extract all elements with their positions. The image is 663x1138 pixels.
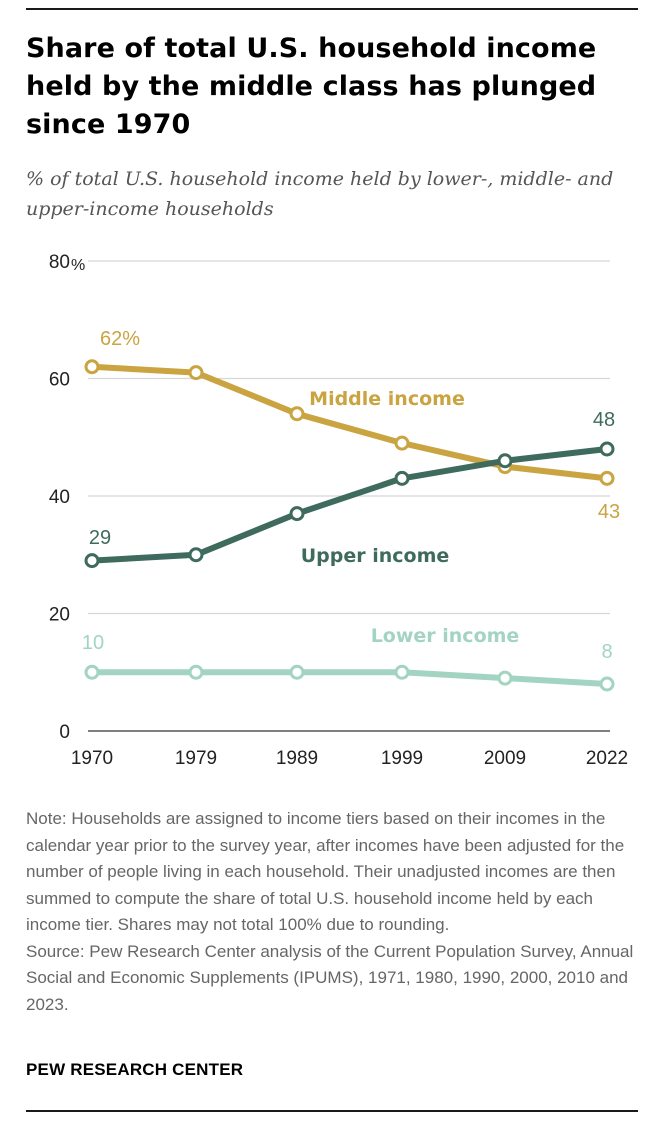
data-point [394,470,410,486]
x-tick-label: 1979 [175,748,217,769]
data-point [84,553,100,569]
data-point [289,664,305,680]
chart-title: Share of total U.S. household income hel… [26,33,597,140]
x-tick-label: 1999 [381,748,423,769]
series-lines [84,359,615,692]
data-point [599,676,615,692]
line-chart: 0 20 40 60 80% 1970 1979 1989 1999 2009 2022 Midd… [49,252,628,769]
start-value-label: 62% [100,328,140,350]
x-tick-label: 2009 [484,748,526,769]
start-value-label: 29 [89,527,111,549]
x-axis-ticks: 1970 1979 1989 1999 2009 2022 [71,748,628,769]
data-point [188,664,204,680]
series-name-label: Middle income [309,388,465,410]
data-point [599,470,615,486]
data-labels: Middle income Upper income Lower income 62%… [82,328,620,663]
series-name-label: Lower income [371,625,520,647]
note-text: Note: Households are assigned to income … [26,809,625,934]
y-tick-label: 40 [49,487,70,508]
bottom-rule [26,1110,638,1112]
data-point [394,435,410,451]
y-unit-label: % [71,257,85,274]
end-value-label: 8 [601,641,612,663]
x-tick-label: 2022 [586,748,628,769]
data-point [188,547,204,563]
data-point [394,664,410,680]
end-value-label: 43 [598,501,620,523]
series-line-middle-income [89,363,610,482]
data-point [84,664,100,680]
chart-note: Note: Households are assigned to income … [26,806,646,1018]
y-tick-label: 0 [59,722,70,743]
y-tick-label: 20 [49,605,70,626]
end-value-label: 48 [593,409,615,431]
data-point [84,359,100,375]
pew-logo-text: PEW RESEARCH CENTER [26,1060,244,1079]
data-point [497,453,513,469]
data-point [289,506,305,522]
data-point [188,365,204,381]
data-point [497,670,513,686]
y-axis-ticks: 0 20 40 60 80% [49,252,85,743]
x-tick-label: 1970 [71,748,113,769]
y-tick-label: 60 [49,370,70,391]
y-tick-label: 80 [49,252,70,273]
data-point [599,441,615,457]
series-name-label: Upper income [301,545,450,567]
chart-subtitle: % of total U.S. household income held by… [26,168,614,220]
series-line-upper-income [89,446,610,564]
top-rule [26,8,638,10]
gridlines [88,260,610,732]
data-point [289,406,305,422]
series-line-lower-income [89,669,610,687]
source-text: Source: Pew Research Center analysis of … [26,941,634,1014]
x-tick-label: 1989 [276,748,318,769]
start-value-label: 10 [82,632,104,654]
